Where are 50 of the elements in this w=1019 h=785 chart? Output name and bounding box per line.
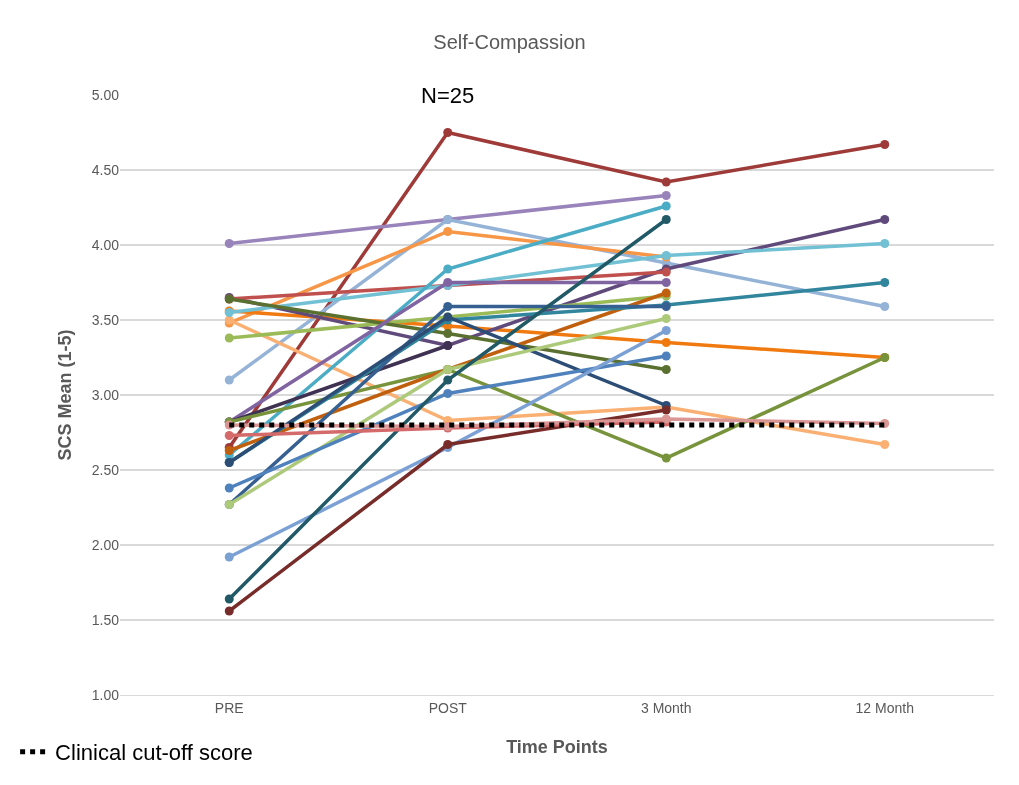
point bbox=[661, 278, 671, 287]
legend-label: Clinical cut-off score bbox=[55, 740, 253, 766]
point bbox=[661, 365, 671, 374]
point bbox=[443, 128, 453, 137]
point bbox=[224, 333, 234, 343]
point bbox=[443, 329, 453, 338]
y-axis-title: SCS Mean (1-5) bbox=[54, 329, 75, 461]
point bbox=[224, 594, 234, 604]
point bbox=[661, 326, 671, 335]
point bbox=[224, 552, 234, 562]
point bbox=[661, 191, 671, 200]
point bbox=[661, 201, 671, 211]
point bbox=[661, 338, 671, 347]
point bbox=[880, 440, 890, 449]
point bbox=[661, 177, 671, 187]
x-axis-title: Time Points bbox=[506, 736, 608, 757]
point bbox=[661, 314, 671, 323]
x-tick-label: PRE bbox=[214, 699, 244, 716]
point bbox=[661, 351, 671, 361]
y-tick-label: 5.00 bbox=[91, 86, 120, 103]
point bbox=[880, 302, 890, 311]
point bbox=[224, 431, 234, 440]
point bbox=[443, 375, 453, 385]
point bbox=[661, 453, 671, 463]
chart-subtitle: N=25 bbox=[421, 83, 475, 108]
point bbox=[880, 140, 890, 149]
y-tick-label: 2.00 bbox=[91, 536, 120, 553]
y-tick-label: 3.50 bbox=[91, 311, 120, 328]
point bbox=[880, 278, 890, 287]
point bbox=[224, 375, 234, 385]
y-tick-label: 1.00 bbox=[91, 686, 120, 703]
point bbox=[880, 239, 890, 248]
chart-title: Self-Compassion bbox=[433, 31, 586, 54]
point bbox=[443, 389, 453, 398]
point bbox=[443, 227, 453, 236]
y-tick-label: 2.50 bbox=[91, 461, 120, 478]
point bbox=[443, 302, 453, 311]
y-tick-label: 4.50 bbox=[91, 161, 120, 178]
x-tick-label: POST bbox=[428, 699, 468, 716]
y-tick-label: 1.50 bbox=[91, 611, 120, 628]
x-tick-label: 12 Month bbox=[855, 699, 914, 716]
y-tick-label: 4.00 bbox=[91, 236, 120, 253]
point bbox=[443, 264, 453, 274]
x-tick-label: 3 Month bbox=[640, 699, 692, 716]
point bbox=[224, 483, 234, 493]
point bbox=[880, 215, 890, 224]
point bbox=[224, 606, 234, 616]
y-tick-label: 3.00 bbox=[91, 386, 120, 403]
point bbox=[224, 239, 234, 248]
point bbox=[661, 215, 671, 224]
